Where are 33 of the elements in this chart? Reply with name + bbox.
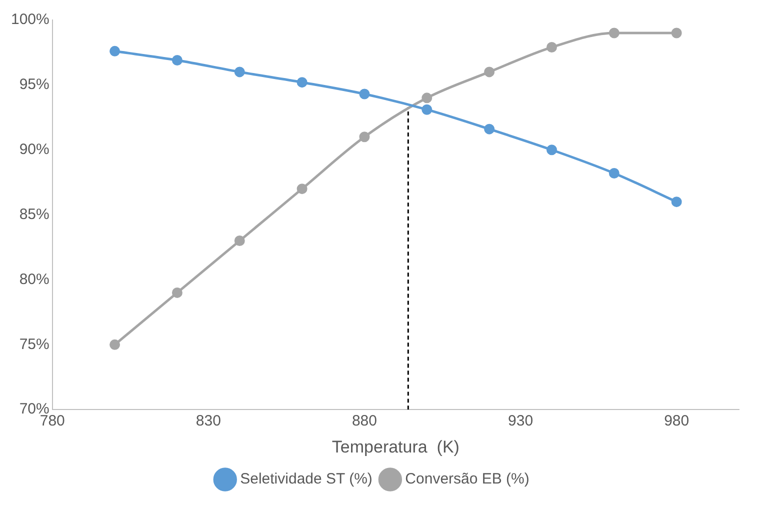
point [359,88,370,100]
y-tick-label: 75% [19,336,50,353]
point [172,55,182,66]
x-axis-title: Temperatura (K) [332,437,460,456]
point [359,132,370,142]
point [484,124,495,134]
x-tick-label: 930 [508,412,534,430]
point [422,92,432,104]
point [484,66,495,78]
x-tick-label: 880 [352,412,377,430]
point [608,168,620,178]
point [546,42,557,53]
y-tick-label: 95% [19,76,50,94]
y-tick-label: 85% [19,206,50,223]
point [671,196,682,208]
point [422,104,432,115]
x-tick-label: 980 [664,412,690,430]
y-tick-label: 90% [19,141,50,158]
point [671,28,682,38]
point [546,144,557,156]
point [110,339,120,350]
x-tick-label: 830 [196,412,221,430]
y-tick-label: 100% [10,11,50,28]
point [234,236,245,246]
point [172,287,182,298]
point [234,66,245,78]
point [296,77,308,88]
point [608,28,620,38]
point [296,184,308,194]
legend-label: Conversão EB (%) [405,470,530,488]
legend-label: Seletividade ST (%) [240,470,372,488]
y-tick-label: 80% [19,270,50,288]
point [110,46,120,56]
